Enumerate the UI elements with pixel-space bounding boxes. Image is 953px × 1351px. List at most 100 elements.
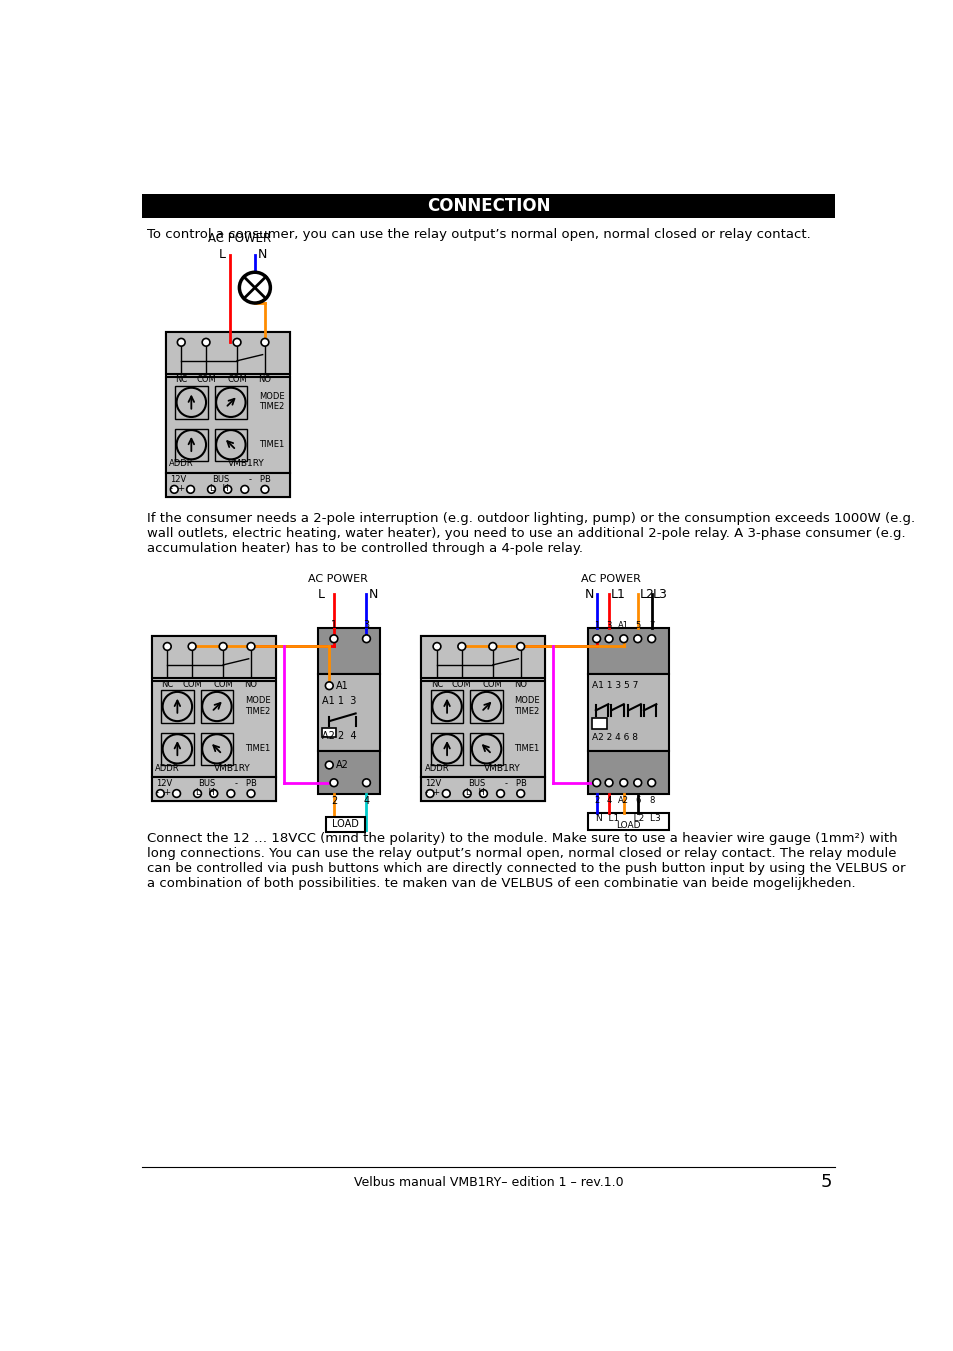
Text: L: L (219, 249, 226, 261)
Text: ADDR: ADDR (169, 459, 193, 469)
Text: VMB1RY: VMB1RY (483, 763, 519, 773)
Circle shape (330, 635, 337, 643)
Bar (142, 195, 835, 218)
Circle shape (325, 682, 333, 689)
Circle shape (457, 643, 465, 650)
Bar (152, 636, 275, 678)
Text: To control a consumer, you can use the relay output’s normal open, normal closed: To control a consumer, you can use the r… (147, 228, 810, 242)
Circle shape (592, 635, 599, 643)
Text: 1: 1 (594, 621, 598, 631)
Circle shape (247, 643, 254, 650)
Text: COM: COM (452, 680, 471, 689)
Circle shape (239, 273, 270, 303)
Bar (152, 777, 275, 801)
Circle shape (497, 790, 504, 797)
Bar (166, 331, 290, 374)
Bar (587, 628, 669, 674)
Text: ADDR: ADDR (424, 763, 449, 773)
Text: TIME1: TIME1 (245, 744, 270, 754)
Text: BUS: BUS (198, 780, 215, 788)
Bar (318, 628, 380, 674)
Circle shape (171, 485, 178, 493)
Bar (592, 719, 607, 728)
Circle shape (261, 339, 269, 346)
Circle shape (210, 790, 217, 797)
Text: AC POWER: AC POWER (580, 574, 640, 584)
Text: TIME1: TIME1 (258, 440, 284, 450)
Text: -   PB: - PB (249, 474, 271, 484)
Text: 6: 6 (635, 796, 639, 805)
Text: -  +: - + (155, 788, 171, 797)
Bar (200, 732, 233, 765)
Bar (161, 732, 193, 765)
Text: L: L (317, 588, 324, 601)
Bar (322, 728, 335, 738)
Text: NC: NC (175, 376, 187, 385)
Text: COM: COM (196, 376, 215, 385)
Circle shape (202, 339, 210, 346)
Text: MODE: MODE (245, 696, 270, 705)
Bar (214, 428, 247, 461)
Circle shape (442, 790, 450, 797)
Circle shape (432, 692, 461, 721)
Bar (174, 428, 208, 461)
Text: A1: A1 (618, 621, 629, 631)
Circle shape (202, 734, 232, 763)
Circle shape (325, 761, 333, 769)
Text: NC: NC (161, 680, 173, 689)
Text: BUS: BUS (468, 780, 485, 788)
Text: TIME2: TIME2 (245, 707, 270, 716)
Bar (161, 690, 193, 723)
Text: L   H: L H (465, 788, 484, 797)
Text: AC POWER: AC POWER (308, 574, 367, 584)
Bar (470, 690, 502, 723)
Text: NC: NC (431, 680, 442, 689)
Circle shape (177, 339, 185, 346)
Text: 3: 3 (363, 620, 369, 631)
Circle shape (488, 643, 497, 650)
Text: COM: COM (182, 680, 202, 689)
Text: COM: COM (482, 680, 502, 689)
Text: MODE: MODE (258, 392, 284, 401)
Text: 12V: 12V (170, 474, 186, 484)
Bar (326, 816, 365, 832)
Circle shape (176, 388, 206, 417)
Circle shape (188, 643, 195, 650)
Text: NO: NO (258, 376, 272, 385)
Bar (152, 681, 275, 777)
Text: A1: A1 (335, 681, 348, 690)
Circle shape (241, 485, 249, 493)
Circle shape (619, 635, 627, 643)
Text: A2 2  4: A2 2 4 (322, 731, 356, 740)
Text: N: N (584, 588, 594, 601)
Circle shape (208, 485, 215, 493)
Text: 12V: 12V (155, 780, 172, 788)
Circle shape (163, 643, 171, 650)
Bar (318, 674, 380, 751)
Circle shape (162, 734, 192, 763)
Bar (166, 377, 290, 473)
Circle shape (172, 790, 180, 797)
Circle shape (517, 643, 524, 650)
Text: Velbus manual VMB1RY– edition 1 – rev.1.0: Velbus manual VMB1RY– edition 1 – rev.1.… (354, 1175, 623, 1189)
Bar (587, 674, 669, 751)
Circle shape (604, 780, 612, 786)
Text: -   PB: - PB (235, 780, 257, 788)
Circle shape (202, 692, 232, 721)
Circle shape (216, 430, 245, 459)
Text: L3: L3 (653, 588, 667, 601)
Text: 4: 4 (363, 796, 369, 805)
Circle shape (247, 790, 254, 797)
Circle shape (647, 635, 655, 643)
Text: L   H: L H (210, 484, 229, 493)
Bar (421, 681, 545, 777)
Bar (587, 751, 669, 793)
Text: TIME1: TIME1 (514, 744, 539, 754)
Circle shape (463, 790, 471, 797)
Text: A2: A2 (618, 796, 629, 805)
Bar (421, 777, 545, 801)
Bar (470, 732, 502, 765)
Circle shape (156, 790, 164, 797)
Text: VMB1RY: VMB1RY (228, 459, 264, 469)
Text: CONNECTION: CONNECTION (427, 197, 550, 215)
